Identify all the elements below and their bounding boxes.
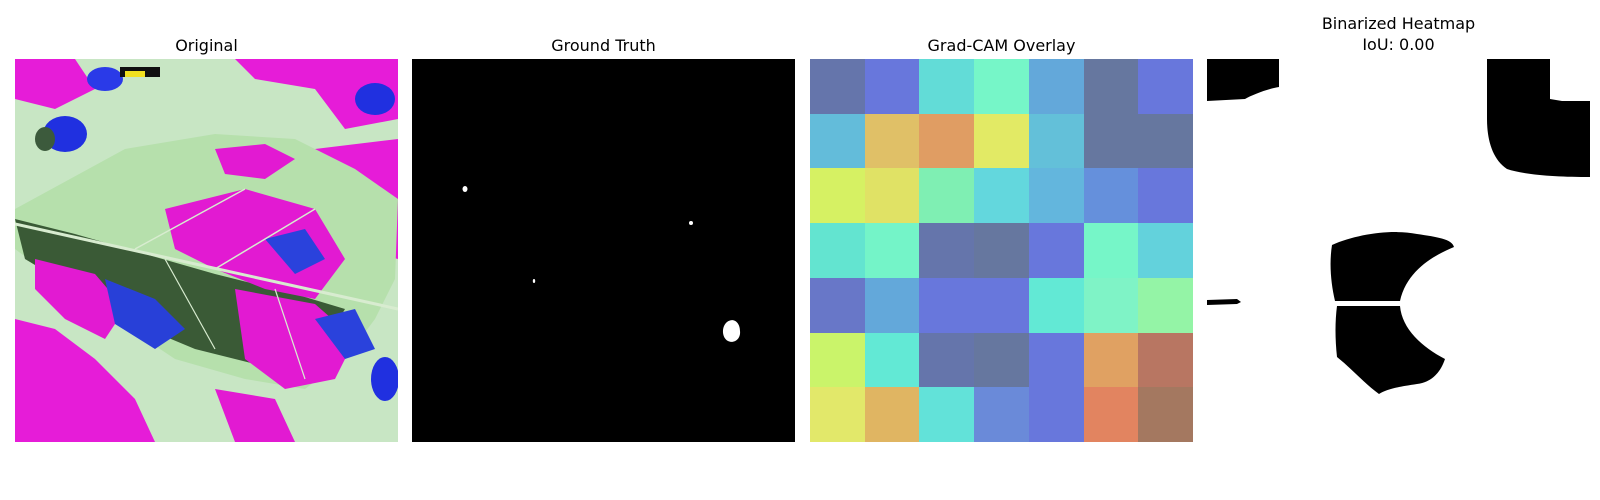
gradcam-cell-5-3	[974, 333, 1029, 387]
gradcam-cell-3-4	[1029, 223, 1084, 278]
gradcam-cell-4-6	[1138, 278, 1193, 333]
gradcam-cell-5-6	[1138, 333, 1193, 387]
binarized-title: Binarized Heatmap IoU: 0.00	[1207, 13, 1590, 55]
gradcam-cell-4-2	[919, 278, 974, 333]
gradcam-cell-0-2	[919, 59, 974, 114]
gradcam-cell-4-0	[810, 278, 865, 333]
gradcam-cell-2-2	[919, 168, 974, 223]
gradcam-cell-4-4	[1029, 278, 1084, 333]
gradcam-cell-4-3	[974, 278, 1029, 333]
gradcam-cell-3-6	[1138, 223, 1193, 278]
gradcam-cell-1-2	[919, 114, 974, 168]
gradcam-cell-6-0	[810, 387, 865, 442]
gradcam-cell-6-1	[865, 387, 919, 442]
original-title: Original	[175, 36, 238, 55]
gradcam-cell-3-3	[974, 223, 1029, 278]
gradcam-cell-0-1	[865, 59, 919, 114]
gradcam-cell-1-3	[974, 114, 1029, 168]
gradcam-cell-0-5	[1084, 59, 1138, 114]
gradcam-cell-3-2	[919, 223, 974, 278]
gradcam-cell-5-4	[1029, 333, 1084, 387]
binarized-title-line1: Binarized Heatmap	[1321, 14, 1476, 33]
gradcam-cell-0-4	[1029, 59, 1084, 114]
gradcam-cell-4-1	[865, 278, 919, 333]
gradcam-cell-5-5	[1084, 333, 1138, 387]
gradcam-cell-2-1	[865, 168, 919, 223]
iou-label: IoU: 0.00	[1362, 35, 1435, 54]
gradcam-cell-2-6	[1138, 168, 1193, 223]
gradcam-cell-1-6	[1138, 114, 1193, 168]
gradcam-cell-6-6	[1138, 387, 1193, 442]
gradcam-cell-1-0	[810, 114, 865, 168]
gradcam-cell-2-0	[810, 168, 865, 223]
original-image	[15, 59, 398, 442]
gradcam-cell-5-2	[919, 333, 974, 387]
ground-truth-title: Ground Truth	[551, 36, 656, 55]
gradcam-cell-3-5	[1084, 223, 1138, 278]
gradcam-cell-3-0	[810, 223, 865, 278]
gradcam-cell-5-0	[810, 333, 865, 387]
gradcam-cell-3-1	[865, 223, 919, 278]
gradcam-overlay	[810, 59, 1193, 442]
gradcam-cell-0-6	[1138, 59, 1193, 114]
gradcam-cell-6-4	[1029, 387, 1084, 442]
gradcam-cell-2-3	[974, 168, 1029, 223]
gradcam-cell-6-3	[974, 387, 1029, 442]
gradcam-cell-6-5	[1084, 387, 1138, 442]
binarized-heatmap	[1207, 59, 1590, 442]
gradcam-cell-1-1	[865, 114, 919, 168]
gradcam-cell-6-2	[919, 387, 974, 442]
gradcam-title: Grad-CAM Overlay	[927, 36, 1076, 55]
ground-truth-mask	[412, 59, 795, 442]
gradcam-cell-1-5	[1084, 114, 1138, 168]
gradcam-cell-4-5	[1084, 278, 1138, 333]
gradcam-cell-5-1	[865, 333, 919, 387]
gradcam-cell-0-0	[810, 59, 865, 114]
gradcam-cell-2-5	[1084, 168, 1138, 223]
gradcam-cell-1-4	[1029, 114, 1084, 168]
gradcam-cell-2-4	[1029, 168, 1084, 223]
gradcam-cell-0-3	[974, 59, 1029, 114]
